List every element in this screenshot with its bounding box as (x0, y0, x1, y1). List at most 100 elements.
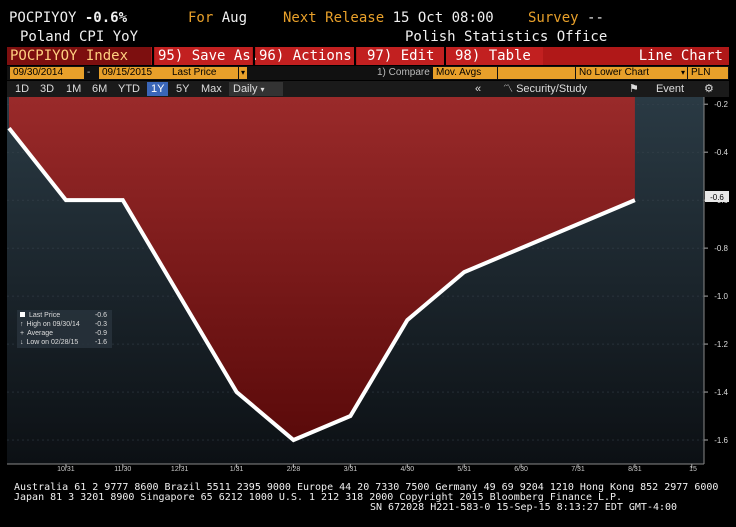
edit-label: 97) Edit (367, 48, 435, 64)
event-label: Event (655, 83, 685, 95)
y-tick-label: -0.4 (714, 148, 728, 157)
area-fill (9, 97, 635, 441)
actions-button[interactable]: 96) Actions ▾ (256, 47, 366, 65)
period-label: For Aug (188, 9, 247, 27)
next-release-value: 15 Oct 08:00 (392, 10, 494, 26)
currency-select[interactable]: PLN (688, 67, 728, 79)
legend-last-price-value: -0.6 (94, 312, 107, 319)
frequency-select[interactable]: Daily ▾ (229, 82, 283, 96)
legend-average-label: Average (27, 330, 54, 337)
for-value: Aug (221, 10, 248, 26)
empty-field[interactable] (498, 67, 575, 79)
range-1y-button[interactable]: 1Y (147, 82, 169, 96)
series-line (7, 126, 636, 443)
edit-button[interactable]: 97) Edit ▾ (357, 47, 454, 65)
options-bar: 09/30/2014 - 09/15/2015 Last Price ▾ 1) … (7, 66, 729, 80)
date-dash: - (87, 67, 91, 78)
y-tick-label: -0.8 (714, 244, 728, 253)
ticker-code: POCPIYOY (9, 10, 77, 26)
x-axis: 10/31 11/30 12/31 1/31 2/28 3/31 4/30 5/31 6/30 7… (7, 463, 704, 471)
range-5y-button[interactable]: 5Y (176, 83, 190, 95)
chart-type-label[interactable]: Line Chart (638, 48, 723, 64)
arrow-up-icon: ↑ (20, 321, 24, 328)
x-tick-label: 3/31 (344, 466, 358, 471)
security-name: Poland CPI YoY (20, 29, 139, 45)
y-tick-label: -1.2 (714, 340, 728, 349)
range-1m-button[interactable]: 1M (66, 83, 82, 95)
actions-label: 96) Actions (259, 48, 352, 64)
cpi-line-chart: -0.2 -0.4 -0.6 -0.8 -1.0 -1.2 -1.4 -1.6 10/31 11… (7, 97, 729, 471)
x-tick-label: 4/30 (400, 466, 414, 471)
x-tick-label: 1/31 (230, 466, 244, 471)
legend-high-value: -0.3 (94, 321, 107, 328)
y-tick-label: -0.2 (714, 100, 728, 109)
range-max-button[interactable]: Max (201, 83, 222, 95)
survey-label: Survey (528, 10, 579, 26)
range-bar: 1D 3D 1M 6M YTD 1Y 5Y Max Daily ▾ « 〽 Se… (7, 81, 729, 97)
end-date-field[interactable]: 09/15/2015 (99, 67, 170, 79)
security-study-button[interactable]: 〽 Security/Study (499, 82, 591, 96)
source-name: Polish Statistics Office (405, 29, 608, 45)
range-ytd-button[interactable]: YTD (118, 83, 140, 95)
x-tick-label: 10/31 (57, 466, 75, 471)
arrow-down-icon: ↓ (20, 339, 24, 346)
legend-high: ↑ High on 09/30/14 -0.3 (20, 320, 110, 329)
x-tick-label: 12/31 (171, 466, 189, 471)
footer-timestamp-line: SN 672028 H221-583-0 15-Sep-15 8:13:27 E… (370, 502, 678, 513)
legend-last-price-label: Last Price (29, 312, 61, 319)
price-field-select[interactable]: Last Price (169, 67, 238, 79)
legend-low-label: Low on 02/28/15 (26, 339, 79, 346)
square-icon (20, 312, 25, 317)
chevron-down-icon: ▾ (260, 85, 265, 94)
ticker-label: POCPIYOY -0.6% (9, 9, 127, 27)
start-date-field[interactable]: 09/30/2014 (10, 67, 84, 79)
last-value-box (705, 191, 729, 202)
next-release: Next Release 15 Oct 08:00 (283, 9, 494, 27)
survey: Survey -- (528, 9, 604, 27)
current-value: -0.6% (84, 10, 128, 26)
x-tick-label: 5/31 (457, 466, 471, 471)
event-button[interactable]: ⚑ Event (625, 82, 688, 96)
x-tick-label: 7/31 (571, 466, 585, 471)
chevron-down-icon[interactable]: ▾ (679, 67, 687, 79)
footer-copyright-line: Japan 81 3 3201 8900 Singapore 65 6212 1… (14, 492, 623, 503)
chart-legend[interactable]: Last Price -0.6 ↑ High on 09/30/14 -0.3 +… (17, 310, 112, 348)
range-3d-button[interactable]: 3D (40, 83, 55, 95)
y-tick-label: -1.4 (714, 388, 728, 397)
x-tick-label: 6/30 (514, 466, 528, 471)
x-tick-label: 2/28 (287, 466, 301, 471)
legend-high-label: High on 09/30/14 (26, 321, 80, 328)
menu-bar: POCPIYOY Index 95) Save As... 96) Action… (7, 47, 729, 65)
for-label: For (188, 10, 214, 26)
x-tick-label: 8/31 (628, 466, 642, 471)
survey-value: -- (587, 10, 604, 26)
footer-contacts-line: Australia 61 2 9777 8600 Brazil 5511 239… (14, 482, 719, 493)
legend-low-value: -1.6 (94, 339, 107, 346)
y-tick-label: -1.0 (714, 292, 728, 301)
x-tick-label: 11/30 (114, 466, 131, 471)
compare-label[interactable]: 1) Compare (377, 67, 430, 78)
security-field[interactable]: POCPIYOY Index (7, 47, 151, 65)
last-value-label: -0.6 (710, 193, 724, 202)
collapse-button[interactable]: « (475, 83, 482, 95)
chart-icon: 〽 (503, 84, 513, 95)
chevron-down-icon[interactable]: ▾ (239, 67, 247, 79)
legend-average-value: -0.9 (94, 330, 107, 337)
y-axis: -0.2 -0.4 -0.6 -0.8 -1.0 -1.2 -1.4 -1.6 (703, 97, 729, 464)
x-tick-label: 15 (689, 466, 697, 471)
legend-last-price: Last Price -0.6 (20, 311, 110, 320)
next-release-label: Next Release (283, 10, 385, 26)
range-1d-button[interactable]: 1D (15, 83, 30, 95)
gear-icon[interactable]: ⚙ (704, 83, 714, 95)
save-as-button[interactable]: 95) Save As... (155, 47, 276, 65)
table-button[interactable]: 98) Table (447, 47, 543, 65)
last-value-marker: -0.6 (705, 191, 729, 202)
flag-icon: ⚑ (629, 83, 639, 95)
range-6m-button[interactable]: 6M (92, 83, 108, 95)
compare-field[interactable]: Mov. Avgs (433, 67, 497, 79)
y-tick-label: -1.6 (714, 436, 728, 445)
average-icon: + (20, 330, 25, 337)
lower-chart-select[interactable]: No Lower Chart (576, 67, 682, 79)
frequency-label: Daily (233, 83, 258, 95)
legend-low: ↓ Low on 02/28/15 -1.6 (20, 338, 110, 347)
